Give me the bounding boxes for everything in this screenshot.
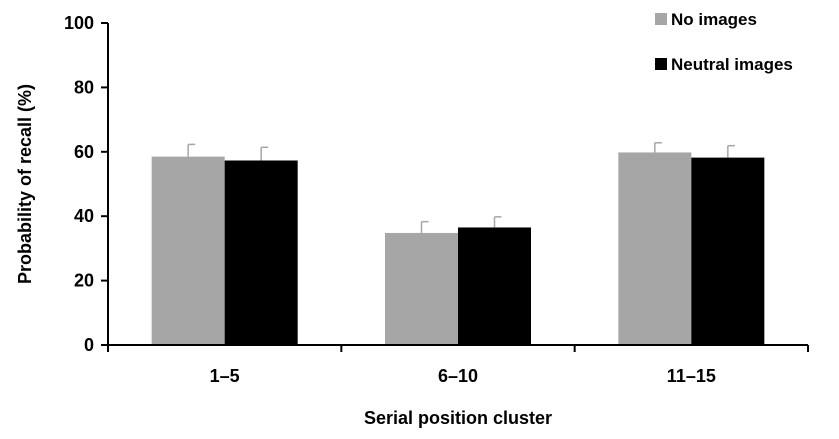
x-tick-label: 1–5 [210,366,240,386]
legend: No images Neutral images [655,10,793,74]
ticks-layer: 0 20 40 60 80 100 1–5 6–10 11–15 [64,13,809,386]
legend-swatch [655,13,667,25]
y-tick-label: 60 [74,142,94,162]
x-tick-label: 6–10 [438,366,478,386]
x-tick-label: 11–15 [667,366,716,386]
y-tick-label: 80 [74,77,94,97]
y-tick-label: 40 [74,206,94,226]
bar [618,152,692,345]
bar [458,227,531,345]
bar [151,156,225,345]
y-tick-label: 0 [84,335,94,355]
legend-label: No images [671,10,757,29]
y-tick-label: 100 [64,13,94,33]
x-axis-title: Serial position cluster [364,408,552,428]
y-axis-title: Probability of recall (%) [15,84,35,284]
legend-swatch [655,58,667,70]
bar [385,232,458,345]
axes-layer [107,23,808,346]
bar [691,157,765,345]
bars-layer [151,142,765,345]
bar [224,160,298,345]
y-tick-label: 20 [74,271,94,291]
legend-label: Neutral images [671,55,793,74]
